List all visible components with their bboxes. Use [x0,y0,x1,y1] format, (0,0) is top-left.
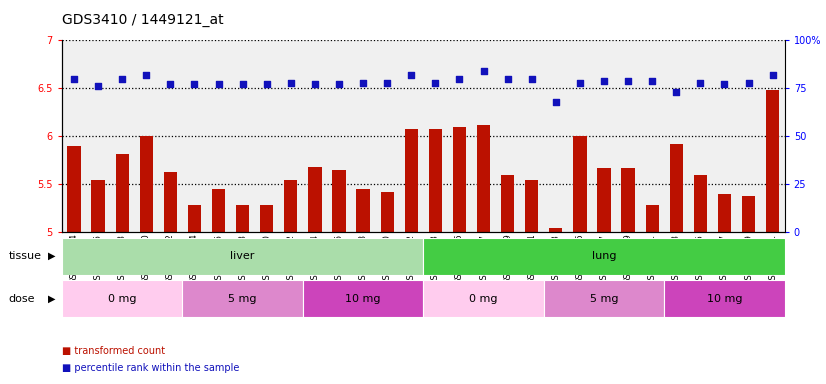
Text: 10 mg: 10 mg [345,293,381,304]
Bar [549,227,563,232]
Bar [284,180,297,232]
Text: lung: lung [591,251,616,262]
Text: dose: dose [8,294,35,304]
Text: 0 mg: 0 mg [469,293,498,304]
Point [742,79,755,86]
Bar [718,194,731,232]
Text: GDS3410 / 1449121_at: GDS3410 / 1449121_at [62,13,224,27]
Text: 0 mg: 0 mg [108,293,136,304]
Bar [544,280,664,317]
Point [573,79,586,86]
Bar [501,175,515,232]
Point [140,72,153,78]
Bar [766,90,779,232]
Text: ■ percentile rank within the sample: ■ percentile rank within the sample [62,363,240,373]
Point [670,89,683,95]
Bar [332,170,345,232]
Point [284,79,297,86]
Bar [525,180,539,232]
Text: ▶: ▶ [48,294,55,304]
Text: 5 mg: 5 mg [590,293,619,304]
Point [477,68,490,74]
Bar [405,129,418,232]
Point [405,72,418,78]
Point [357,79,370,86]
Text: liver: liver [230,251,255,262]
Bar [453,127,466,232]
Text: ■ transformed count: ■ transformed count [62,346,165,356]
Point [68,76,81,82]
Bar [742,196,755,232]
Bar [164,172,177,232]
Point [236,81,249,88]
Bar [646,205,659,232]
Bar [116,154,129,232]
Bar [140,136,153,232]
Bar [381,192,394,232]
Point [766,72,779,78]
Point [116,76,129,82]
Bar [423,238,785,275]
Point [164,81,177,88]
Bar [188,205,201,232]
Point [381,79,394,86]
Bar [183,280,303,317]
Bar [694,175,707,232]
Point [92,83,105,89]
Bar [92,180,105,232]
Point [646,78,659,84]
Bar [212,189,225,232]
Text: 5 mg: 5 mg [228,293,257,304]
Point [718,81,731,88]
Point [308,81,321,88]
Bar [62,280,183,317]
Point [597,78,610,84]
Point [549,99,563,105]
Bar [68,146,81,232]
Text: ▶: ▶ [48,251,55,261]
Text: tissue: tissue [8,251,41,261]
Bar [621,168,634,232]
Bar [664,280,785,317]
Point [694,79,707,86]
Bar [429,129,442,232]
Point [212,81,225,88]
Bar [357,189,370,232]
Bar [477,125,490,232]
Bar [62,238,423,275]
Point [525,76,539,82]
Bar [423,280,544,317]
Bar [597,168,610,232]
Point [453,76,466,82]
Point [188,81,201,88]
Point [501,76,515,82]
Bar [670,144,683,232]
Bar [308,167,321,232]
Point [260,81,273,88]
Point [621,78,634,84]
Bar [260,205,273,232]
Point [332,81,345,88]
Point [429,79,442,86]
Bar [303,280,423,317]
Bar [573,136,586,232]
Text: 10 mg: 10 mg [707,293,743,304]
Bar [236,205,249,232]
